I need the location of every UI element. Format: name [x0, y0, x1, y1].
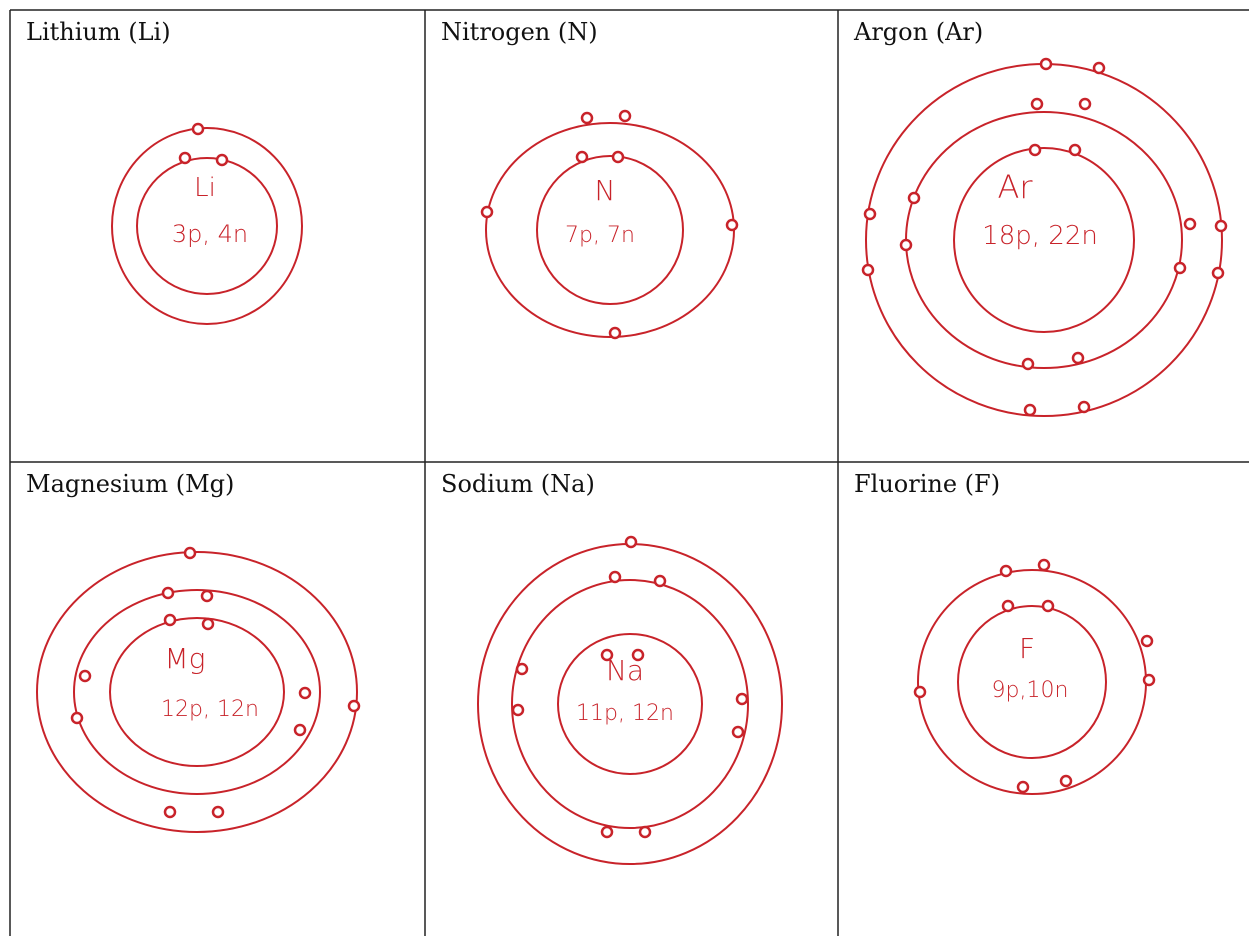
electron: [1032, 99, 1042, 109]
electron: [1144, 675, 1154, 685]
element-symbol: N: [595, 174, 616, 207]
cell-title: Sodium (Na): [441, 470, 595, 498]
electron: [300, 688, 310, 698]
electron: [165, 615, 175, 625]
electron: [733, 727, 743, 737]
electron: [72, 713, 82, 723]
electron: [915, 687, 925, 697]
electron: [517, 664, 527, 674]
electron: [909, 193, 919, 203]
element-symbol: F: [1019, 632, 1035, 665]
electron: [582, 113, 592, 123]
electron: [1070, 145, 1080, 155]
electron: [602, 827, 612, 837]
electron: [1039, 560, 1049, 570]
electron: [727, 220, 737, 230]
electron: [180, 153, 190, 163]
cell-title: Argon (Ar): [853, 18, 983, 46]
electron: [1094, 63, 1104, 73]
electron: [1001, 566, 1011, 576]
electron: [1003, 601, 1013, 611]
electron: [610, 572, 620, 582]
electron: [513, 705, 523, 715]
nucleus-composition: 12p, 12n: [161, 697, 259, 722]
electron: [1023, 359, 1033, 369]
electron: [295, 725, 305, 735]
electron: [185, 548, 195, 558]
nucleus-composition: 7p, 7n: [565, 223, 635, 248]
cell-title: Fluorine (F): [854, 470, 1000, 498]
electron: [80, 671, 90, 681]
electron: [1043, 601, 1053, 611]
electron: [1030, 145, 1040, 155]
electron: [217, 155, 227, 165]
element-symbol: Ar: [997, 168, 1033, 206]
electron: [193, 124, 203, 134]
electron: [863, 265, 873, 275]
electron: [165, 807, 175, 817]
electron: [1213, 268, 1223, 278]
electron: [1079, 402, 1089, 412]
nucleus-composition: 18p, 22n: [982, 221, 1098, 251]
element-symbol: Li: [194, 173, 216, 203]
electron: [901, 240, 911, 250]
electron: [640, 827, 650, 837]
cell-title: Magnesium (Mg): [26, 470, 234, 498]
nucleus-composition: 11p, 12n: [576, 701, 674, 726]
electron: [349, 701, 359, 711]
electron: [1142, 636, 1152, 646]
electron: [1216, 221, 1226, 231]
electron: [482, 207, 492, 217]
element-symbol: Mg: [165, 642, 206, 675]
background: [0, 0, 1249, 936]
nucleus-composition: 9p,10n: [992, 678, 1069, 703]
electron: [626, 537, 636, 547]
electron: [1041, 59, 1051, 69]
electron: [1025, 405, 1035, 415]
electron: [655, 576, 665, 586]
electron: [577, 152, 587, 162]
electron: [1073, 353, 1083, 363]
electron: [202, 591, 212, 601]
electron: [613, 152, 623, 162]
electron: [203, 619, 213, 629]
cell-title: Lithium (Li): [26, 18, 171, 46]
electron: [1061, 776, 1071, 786]
worksheet: Lithium (Li) Li 3p, 4n Nitrogen (N) N 7p, 7n A…: [0, 0, 1249, 936]
nucleus-composition: 3p, 4n: [172, 220, 248, 248]
cell-title: Nitrogen (N): [441, 18, 598, 46]
electron: [620, 111, 630, 121]
electron: [163, 588, 173, 598]
electron: [737, 694, 747, 704]
electron: [1080, 99, 1090, 109]
element-symbol: Na: [606, 654, 644, 687]
electron: [865, 209, 875, 219]
electron: [213, 807, 223, 817]
electron: [610, 328, 620, 338]
electron: [1175, 263, 1185, 273]
electron: [1185, 219, 1195, 229]
electron: [1018, 782, 1028, 792]
